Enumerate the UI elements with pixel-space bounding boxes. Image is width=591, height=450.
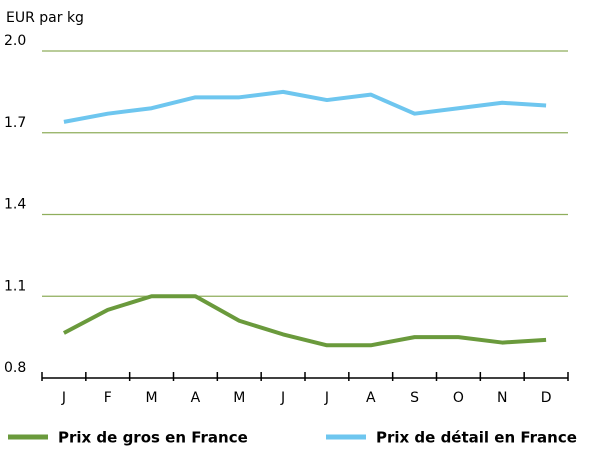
x-tick-label: J: [61, 390, 66, 406]
y-tick-label: 1.7: [4, 115, 26, 131]
x-tick-label: M: [233, 390, 245, 406]
x-tick-label: J: [280, 390, 285, 406]
x-tick-label: D: [541, 390, 552, 406]
x-tick-label: M: [146, 390, 158, 406]
y-tick-label: 1.4: [4, 197, 26, 213]
x-tick-label: S: [410, 390, 419, 406]
x-tick-label: A: [191, 390, 201, 406]
legend-label: Prix de gros en France: [58, 429, 248, 447]
y-tick-label: 2.0: [4, 33, 26, 49]
x-tick-label: J: [324, 390, 329, 406]
x-tick-label: N: [497, 390, 507, 406]
y-tick-label: 1.1: [4, 278, 26, 294]
y-axis-label: EUR par kg: [6, 10, 84, 26]
series-line: [63, 89, 547, 124]
y-tick-label: 0.8: [4, 360, 26, 376]
series-line: [62, 294, 547, 348]
x-tick-label: O: [453, 390, 464, 406]
x-tick-label: A: [366, 390, 376, 406]
legend-label: Prix de détail en France: [376, 429, 577, 447]
x-tick-label: F: [104, 390, 112, 406]
